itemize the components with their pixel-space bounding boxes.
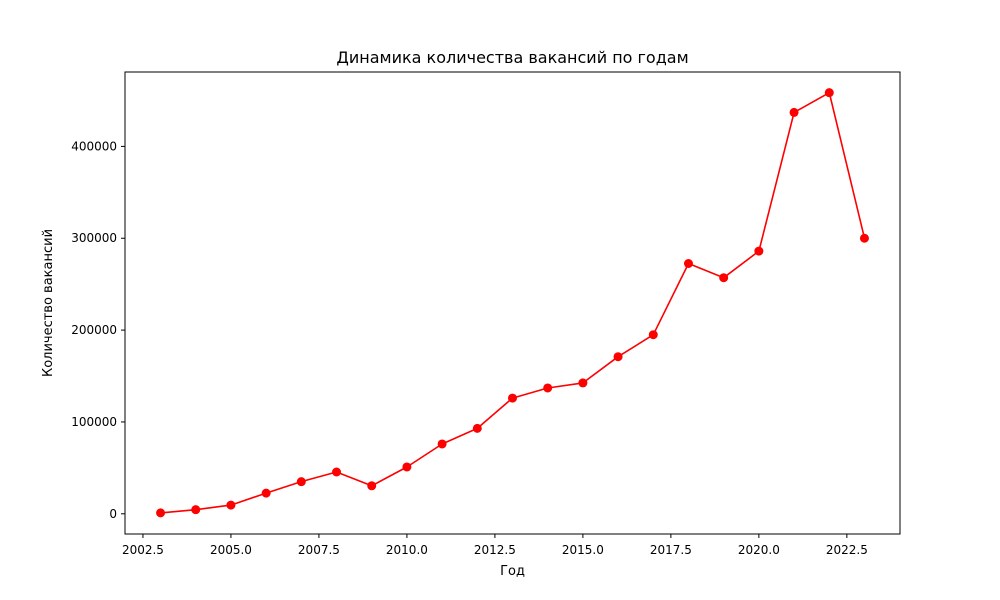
x-tick-label: 2015.0 [562, 543, 604, 557]
y-tick-label: 0 [109, 507, 117, 521]
y-axis-label: Количество вакансий [41, 229, 56, 377]
x-axis-label: Год [500, 564, 525, 579]
x-tick-label: 2010.0 [386, 543, 428, 557]
x-axis-ticks: 2002.5 2005.0 2007.5 2010.0 2012.5 2015.0 2017… [122, 534, 868, 557]
y-tick-label: 100000 [71, 415, 117, 429]
data-point [824, 88, 834, 98]
data-point [261, 488, 271, 498]
data-point [156, 508, 166, 518]
data-point [578, 378, 588, 388]
y-axis-ticks: 0 100000 200000 300000 400000 [71, 139, 125, 521]
data-point [226, 500, 236, 510]
data-point [332, 467, 342, 477]
data-point [683, 259, 693, 269]
data-point [508, 393, 517, 403]
series-layer [156, 88, 869, 518]
x-tick-label: 2007.5 [298, 543, 340, 557]
x-tick-label: 2020.0 [738, 543, 780, 557]
data-point [648, 330, 658, 340]
data-point [191, 505, 201, 515]
data-point [859, 233, 869, 243]
y-tick-label: 200000 [71, 323, 117, 337]
data-point [719, 273, 729, 283]
x-tick-label: 2012.5 [474, 543, 516, 557]
data-point [613, 352, 623, 362]
data-point [437, 439, 447, 449]
data-point [472, 423, 482, 433]
y-tick-label: 400000 [71, 139, 117, 153]
x-tick-label: 2005.0 [210, 543, 252, 557]
plot-area [125, 72, 900, 534]
data-point [754, 246, 764, 256]
data-point [543, 383, 553, 393]
x-tick-label: 2017.5 [650, 543, 692, 557]
data-point [296, 477, 306, 487]
data-point [402, 462, 412, 472]
chart-title: Динамика количества вакансий по годам [336, 48, 688, 67]
y-tick-label: 300000 [71, 231, 117, 245]
x-tick-label: 2022.5 [826, 543, 868, 557]
x-tick-label: 2002.5 [122, 543, 164, 557]
data-point [367, 481, 377, 491]
data-point [789, 107, 799, 117]
plot-frame [124, 71, 901, 535]
